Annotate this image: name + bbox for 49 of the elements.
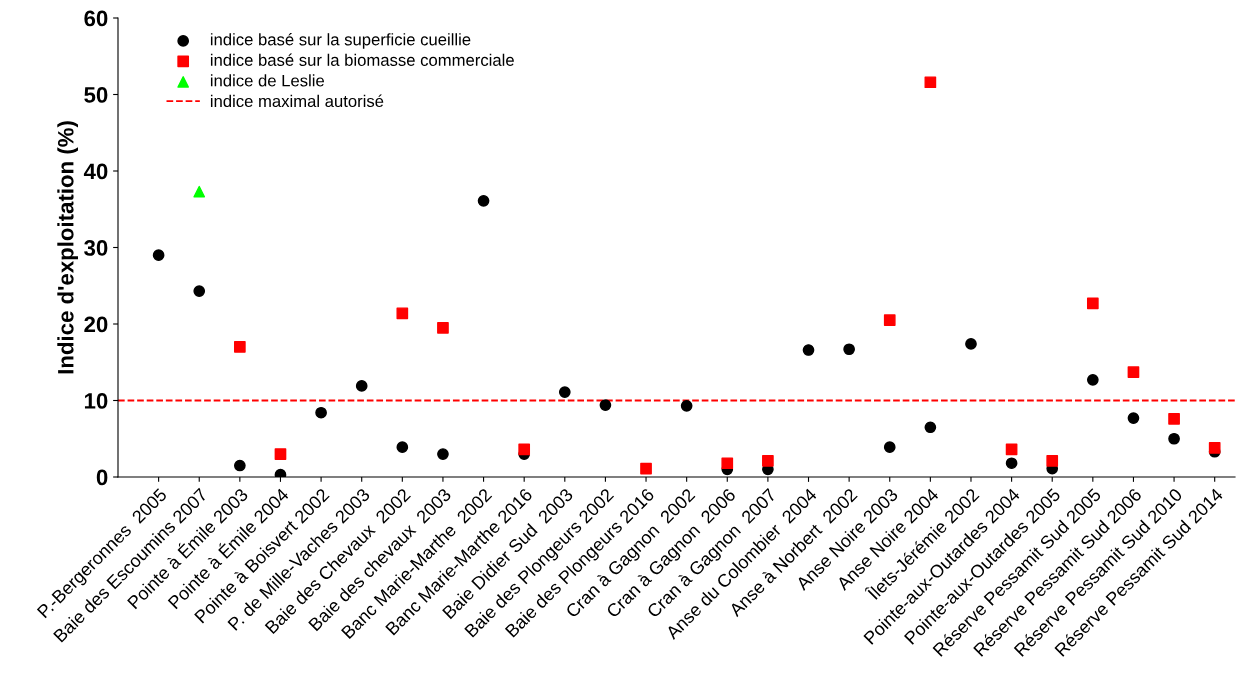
point — [640, 462, 652, 475]
point — [843, 343, 855, 356]
point — [924, 421, 937, 434]
point — [1046, 455, 1059, 467]
y-tick-label: 60 — [84, 10, 108, 27]
y-tick-label: 20 — [84, 316, 108, 333]
point — [396, 307, 409, 320]
point — [599, 399, 612, 411]
point — [477, 194, 490, 207]
point — [315, 406, 327, 419]
point — [274, 448, 287, 460]
point — [1127, 412, 1140, 424]
point — [883, 441, 896, 454]
legend-label: indice basé sur la superficie cueillie — [210, 33, 471, 49]
point — [234, 341, 246, 353]
point — [1005, 457, 1018, 470]
point — [234, 459, 246, 472]
point — [883, 314, 896, 327]
point — [152, 249, 165, 261]
y-tick-label: 50 — [84, 87, 108, 103]
legend-label: indice maximal autorisé — [210, 94, 384, 108]
point — [437, 448, 449, 460]
point — [355, 380, 368, 392]
y-tick-label: 30 — [84, 240, 108, 256]
point — [1168, 413, 1180, 425]
y-tick-label: 40 — [83, 163, 108, 180]
legend-label: indice de Leslie — [210, 74, 324, 87]
point — [1127, 366, 1140, 379]
point — [1168, 432, 1180, 445]
point — [924, 76, 937, 89]
y-tick-label: 10 — [84, 393, 108, 409]
point — [193, 285, 206, 297]
point — [965, 338, 977, 350]
point — [1086, 373, 1099, 386]
y-axis-title: Indice d'exploitation (%) — [57, 121, 79, 374]
point — [396, 441, 409, 454]
point — [437, 321, 449, 334]
point — [802, 344, 815, 356]
legend-label: indice basé sur la biomasse commerciale — [210, 53, 514, 66]
point — [558, 386, 571, 398]
point — [1208, 442, 1221, 454]
point — [193, 185, 206, 198]
point — [1086, 297, 1099, 310]
point — [1005, 443, 1018, 456]
y-tick-label: 0 — [96, 469, 108, 486]
point — [721, 457, 734, 470]
point — [518, 443, 531, 456]
point — [762, 455, 774, 467]
point — [680, 400, 693, 412]
